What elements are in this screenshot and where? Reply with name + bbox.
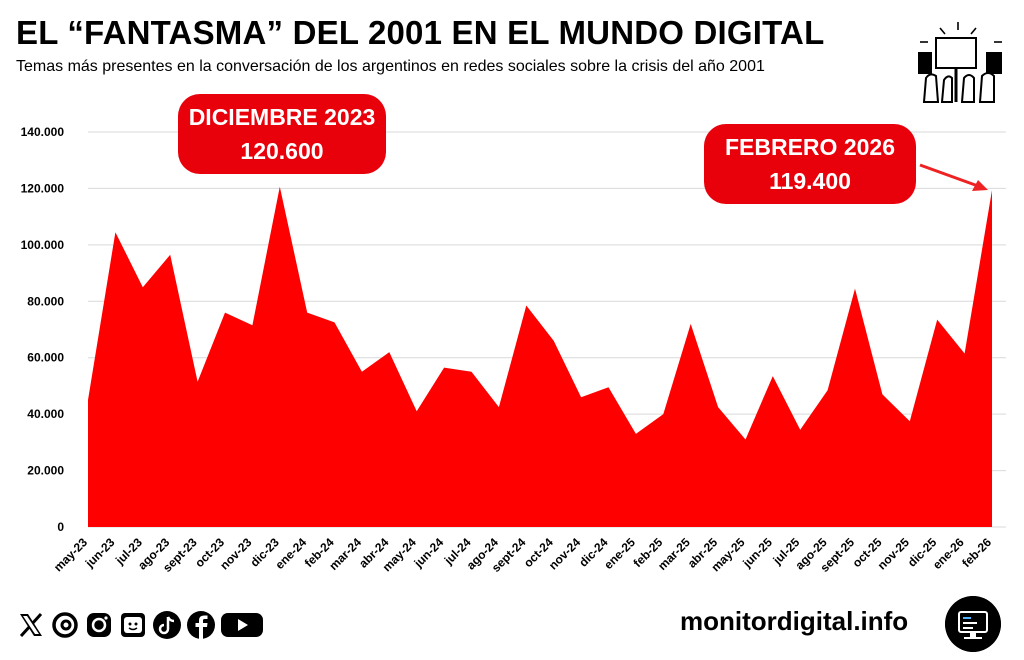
youtube-icon[interactable] — [220, 610, 264, 640]
x-tick-label: ene-24 — [272, 535, 309, 572]
y-tick-label: 20.000 — [27, 464, 64, 478]
x-tick-label: nov-24 — [546, 535, 583, 572]
protest-crowd-icon — [918, 22, 1002, 103]
y-tick-label: 140.000 — [21, 125, 65, 139]
y-axis-labels: 0 20.000 40.000 60.000 80.000 100.000 120.000 1… — [21, 125, 65, 534]
x-tick-label: nov-23 — [217, 535, 254, 572]
threads-icon[interactable] — [50, 610, 80, 640]
x-tick-label: jun-24 — [411, 535, 447, 571]
callout-latest: FEBRERO 2026 119.400 — [704, 124, 916, 204]
callout-latest-value: 119.400 — [769, 168, 851, 194]
callout-peak-month: DICIEMBRE 2023 — [188, 104, 376, 130]
x-axis-labels: may-23jun-23jul-23ago-23sept-23oct-23nov… — [51, 535, 994, 575]
callout-arrow — [919, 163, 988, 191]
social-links — [16, 607, 264, 643]
y-tick-label: 80.000 — [27, 294, 64, 308]
facebook-icon[interactable] — [186, 610, 216, 640]
y-tick-label: 120.000 — [21, 181, 65, 195]
chart-area-series — [88, 186, 992, 527]
x-tick-label: ene-25 — [601, 535, 638, 572]
x-tick-label: feb-26 — [959, 535, 994, 570]
callout-peak: DICIEMBRE 2023 120.600 — [178, 94, 386, 174]
instagram-icon[interactable] — [84, 610, 114, 640]
y-tick-label: 60.000 — [27, 351, 64, 365]
x-tick-label: jun-25 — [739, 535, 775, 571]
site-url[interactable]: monitordigital.info — [680, 606, 909, 636]
x-tick-label: may-23 — [51, 535, 90, 574]
y-tick-label: 100.000 — [21, 238, 65, 252]
x-tick-label: nov-25 — [875, 535, 912, 572]
x-tick-label: jun-23 — [82, 535, 118, 571]
area-chart: 0 20.000 40.000 60.000 80.000 100.000 120.000 1… — [21, 125, 1006, 575]
chart-subtitle: Temas más presentes en la conversación d… — [16, 58, 765, 75]
tv-icon[interactable] — [118, 610, 148, 640]
y-tick-label: 0 — [57, 520, 64, 534]
chart-title: EL “FANTASMA” DEL 2001 EN EL MUNDO DIGIT… — [16, 14, 825, 51]
monitor-icon[interactable] — [945, 596, 1001, 652]
tiktok-icon[interactable] — [152, 610, 182, 640]
callout-latest-month: FEBRERO 2026 — [724, 134, 895, 160]
y-tick-label: 40.000 — [27, 407, 64, 421]
x-icon[interactable] — [16, 610, 46, 640]
x-tick-label: ene-26 — [930, 535, 967, 572]
callout-peak-value: 120.600 — [240, 138, 324, 164]
